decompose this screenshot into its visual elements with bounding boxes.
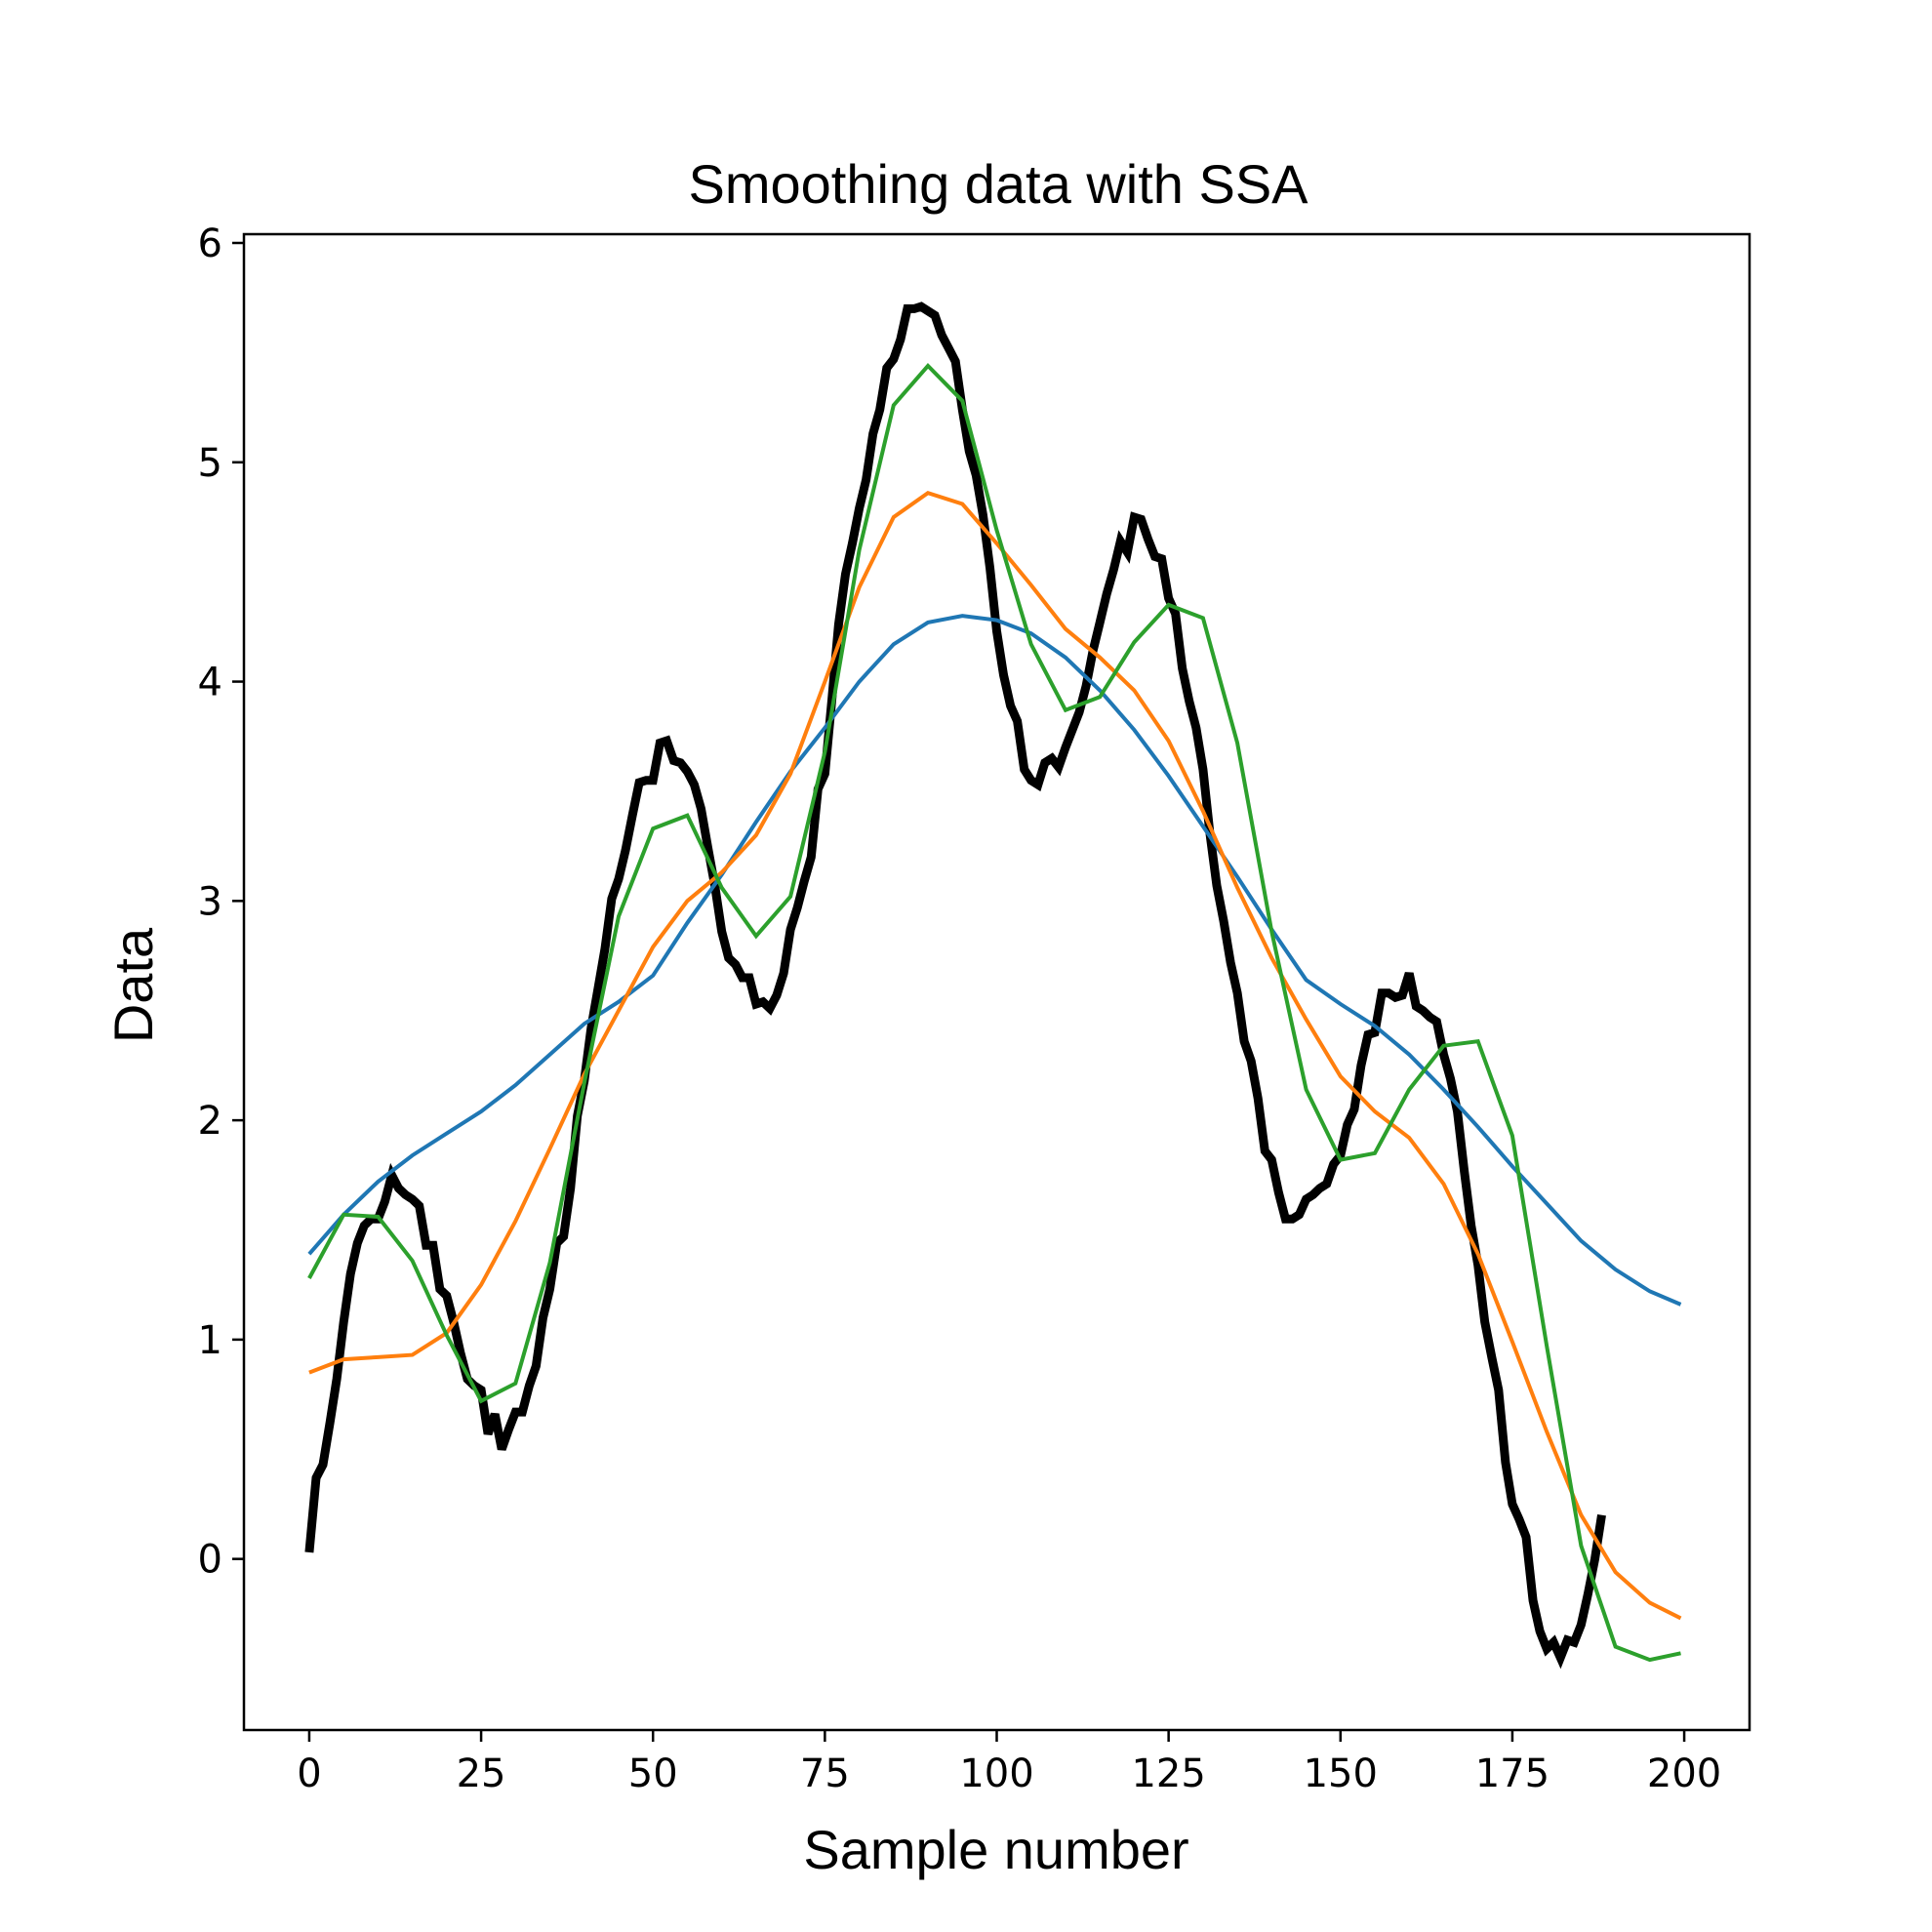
x-tick-label-3: 75	[800, 1751, 850, 1796]
y-tick-label-2: 2	[198, 1099, 222, 1144]
x-tick-label-0: 0	[297, 1751, 321, 1796]
y-tick-label-5: 5	[198, 441, 222, 486]
series-line-2	[308, 490, 1682, 1621]
y-tick-label-1: 1	[198, 1318, 222, 1363]
series-line-1	[307, 614, 1682, 1307]
x-ticks: 0 25 50 75 100 125 150 175 200	[297, 1730, 1721, 1796]
x-tick-label-4: 100	[959, 1751, 1033, 1796]
x-tick-label-2: 50	[628, 1751, 678, 1796]
x-tick-label-8: 200	[1647, 1751, 1721, 1796]
x-axis-label: Sample number	[803, 1819, 1188, 1880]
x-tick-label-6: 150	[1304, 1751, 1378, 1796]
series-line-3	[307, 362, 1681, 1663]
y-axis-label: Data	[102, 927, 164, 1043]
chart-title: Smoothing data with SSA	[688, 153, 1308, 215]
y-ticks: 0 1 2 3 4 5 6	[198, 221, 244, 1583]
y-tick-label-6: 6	[198, 221, 222, 266]
y-tick-label-3: 3	[198, 879, 222, 924]
x-tick-label-1: 25	[457, 1751, 506, 1796]
series-layer	[304, 302, 1682, 1670]
y-tick-label-4: 4	[198, 661, 222, 705]
y-tick-label-0: 0	[198, 1538, 222, 1583]
x-tick-label-5: 125	[1131, 1751, 1205, 1796]
series-line-0	[304, 302, 1606, 1670]
x-tick-label-7: 175	[1475, 1751, 1550, 1796]
